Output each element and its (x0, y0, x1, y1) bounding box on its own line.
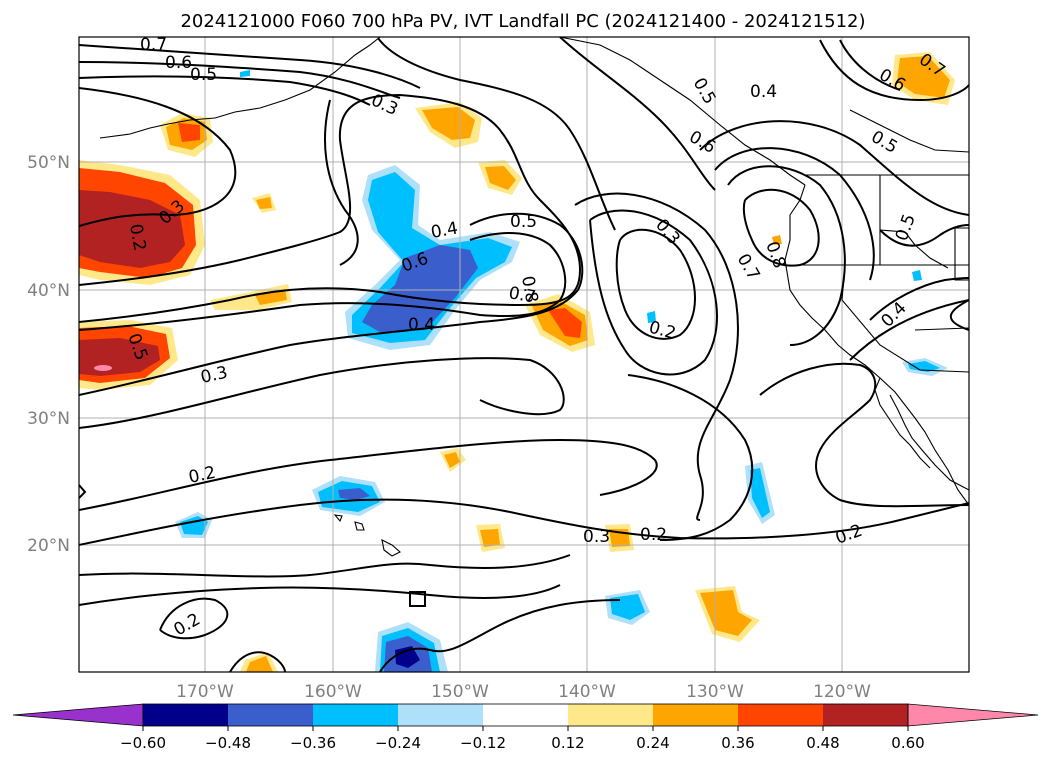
pv-blob-positive (255, 289, 287, 305)
colorbar-tick-label: 0.48 (806, 734, 839, 752)
pv-blob-positive (772, 235, 782, 245)
pv-blob-positive (444, 452, 460, 468)
pv-blob-negative (362, 245, 478, 332)
pv-blob-positive (485, 166, 516, 190)
longitude-labels: 170°W 160°W 150°W 140°W 130°W 120°W (176, 682, 871, 702)
colorbar-tick-label: 0.24 (636, 734, 669, 752)
pv-blob-positive (178, 123, 200, 142)
pv-contours (79, 37, 969, 672)
lon-label: 130°W (686, 682, 744, 702)
pv-blob-negative (908, 361, 940, 372)
contour-label: 0.4 (429, 219, 459, 243)
lat-label: 20°N (27, 536, 70, 556)
lon-label: 140°W (558, 682, 616, 702)
colorbar: −0.60 −0.48 −0.36 −0.24 −0.12 0.12 0.24 0.36 0.4… (12, 703, 1039, 752)
colorbar-swatch (228, 704, 313, 726)
graticule (79, 37, 969, 672)
contour-label: 0.4 (408, 315, 435, 335)
colorbar-tick-label: 0.36 (721, 734, 754, 752)
colorbar-tick-label: −0.12 (460, 734, 506, 752)
map-frame (78, 36, 970, 673)
colorbar-swatch (653, 704, 738, 726)
lon-label: 160°W (304, 682, 362, 702)
contour-label: 0.8 (517, 274, 541, 304)
colorbar-swatch (143, 704, 228, 726)
pv-blob-positive (246, 656, 273, 672)
contour-label: 0.2 (640, 525, 667, 545)
pv-blob-negative (240, 70, 250, 77)
colorbar-tick-label: 0.60 (891, 734, 924, 752)
colorbar-swatch (568, 704, 653, 726)
lon-label: 170°W (176, 682, 234, 702)
pv-blob-positive (700, 590, 752, 636)
contour-label: 0.7 (507, 283, 537, 307)
contour-label: 0.6 (165, 53, 192, 73)
pv-blob-positive (422, 107, 475, 140)
map-panel: 0.7 0.6 0.5 0.3 0.2 0.3 0.4 0.6 0.5 0.8 … (78, 35, 970, 673)
contour-label: 0.5 (510, 212, 537, 232)
lat-label: 50°N (27, 153, 70, 173)
colorbar-tick-label: −0.24 (375, 734, 421, 752)
pv-blob-negative (912, 270, 922, 281)
lat-label: 30°N (27, 409, 70, 429)
pv-blob-positive (548, 308, 582, 338)
lon-label: 150°W (431, 682, 489, 702)
colorbar-swatch (398, 704, 483, 726)
colorbar-extend-low (12, 703, 144, 727)
pv-blob-negative (395, 646, 420, 668)
lat-label: 40°N (27, 281, 70, 301)
pv-blob-positive (480, 529, 500, 547)
contour-label: 0.5 (190, 65, 217, 85)
pv-blob-negative (338, 488, 370, 500)
latitude-labels: 50°N 40°N 30°N 20°N (27, 153, 70, 556)
lon-label: 120°W (813, 682, 871, 702)
pv-blob-max (94, 365, 112, 371)
pv-blob-positive (897, 56, 950, 98)
colorbar-swatch (483, 704, 568, 726)
colorbar-extend-high (907, 703, 1039, 727)
map-title: 2024121000 F060 700 hPa PV, IVT Landfall… (180, 11, 865, 32)
colorbar-tick-label: −0.48 (205, 734, 251, 752)
colorbar-tick-label: 0.12 (551, 734, 584, 752)
pv-blob-positive (79, 190, 185, 268)
contour-label: 0.3 (583, 527, 610, 547)
contour-label: 0.4 (750, 82, 777, 102)
contour-label: 0.2 (125, 222, 149, 252)
colorbar-tick-label: −0.60 (120, 734, 166, 752)
colorbar-swatch (823, 704, 908, 726)
pv-blob-positive (256, 197, 272, 209)
pv-blob-negative (647, 311, 656, 323)
colorbar-swatch (313, 704, 398, 726)
colorbar-swatch (738, 704, 823, 726)
contour-label: 0.7 (140, 35, 167, 55)
colorbar-tick-label: −0.36 (290, 734, 336, 752)
pv-blob-negative (750, 468, 770, 518)
